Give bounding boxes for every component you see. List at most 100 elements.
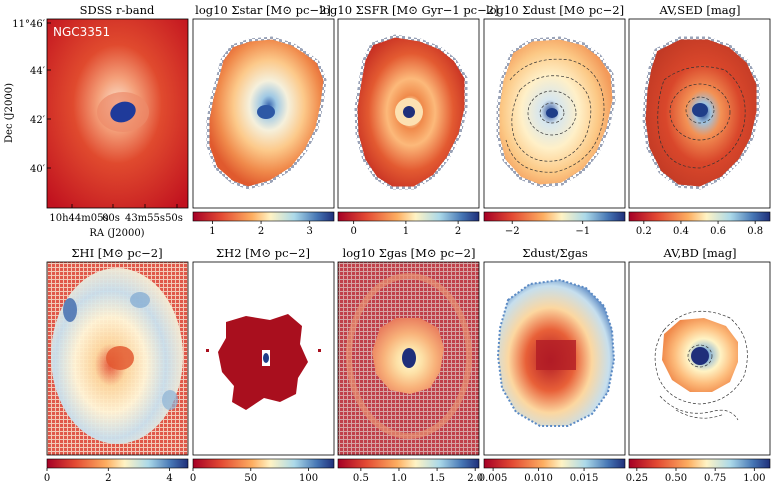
colorbar-ticks: 0 1 2 bbox=[350, 221, 461, 237]
colorbar-tick-label: 50 bbox=[244, 473, 257, 484]
colorbar-tick-label: 0.25 bbox=[626, 473, 648, 484]
colorbar-ticks: 0.25 0.50 0.75 1.00 bbox=[626, 468, 765, 484]
panel-title-sfr: log10 ΣSFR [M⊙ Gyr−1 pc−2] bbox=[319, 3, 498, 17]
colorbar-av-bd bbox=[628, 458, 771, 469]
colorbar-ticks: 0 2 4 bbox=[44, 468, 173, 484]
galaxy-label: NGC3351 bbox=[53, 25, 110, 39]
h2-pixel bbox=[206, 349, 209, 352]
panel-dust-to-gas: Σdust/Σgas 0.005 0.010 0.015 bbox=[479, 246, 626, 484]
hi-blob bbox=[162, 390, 178, 410]
colorbar-tick-label: 0.010 bbox=[524, 473, 553, 484]
sdss-frame bbox=[46, 18, 189, 209]
colorbar-tick-label: 1 bbox=[403, 226, 409, 237]
panel-frame bbox=[46, 261, 189, 456]
panel-title-av-sed: AV,SED [mag] bbox=[659, 3, 741, 17]
av-bd-contours bbox=[654, 310, 748, 421]
colorbar-tick-label: 0.75 bbox=[704, 473, 726, 484]
colorbar-tick-label: 2 bbox=[258, 226, 264, 237]
colorbar-tick-label: 2.0 bbox=[467, 473, 483, 484]
colorbar-tick-label: −1 bbox=[575, 226, 590, 237]
colorbar-tick-label: 1.00 bbox=[743, 473, 765, 484]
colorbar-dust-to-gas bbox=[483, 458, 626, 469]
colorbar-ticks: 0.005 0.010 0.015 bbox=[479, 468, 599, 484]
dust-contours bbox=[505, 58, 605, 173]
colorbar-tick-label: 0.4 bbox=[673, 226, 689, 237]
colorbar-tick-label: 1.5 bbox=[429, 473, 445, 484]
panel-hi: ΣHI [M⊙ pc−2] 0 2 4 bbox=[44, 246, 189, 484]
dec-tick-label: 11°46′ bbox=[12, 19, 45, 30]
colorbar-tick-label: 0.8 bbox=[747, 226, 763, 237]
ra-tick-label: 00s bbox=[102, 213, 120, 224]
colorbar-ticks: 1 2 3 bbox=[209, 221, 313, 237]
ra-tick-label: 10h44m05s bbox=[49, 213, 108, 224]
av-bd-core bbox=[691, 347, 709, 365]
colorbar-ticks: 0.2 0.4 0.6 0.8 bbox=[636, 221, 763, 237]
ra-ticks: 10h44m05s 00s 43m55s 50s bbox=[49, 204, 183, 224]
hi-center bbox=[106, 346, 134, 370]
colorbar-tick-label: 0 bbox=[44, 473, 50, 484]
colorbar-hi bbox=[46, 458, 189, 469]
panel-title-h2: ΣH2 [M⊙ pc−2] bbox=[216, 246, 310, 260]
h2-core bbox=[263, 353, 269, 363]
sdss-bulge-core bbox=[110, 101, 136, 123]
colorbar-tick-label: 0.5 bbox=[353, 473, 369, 484]
dust-core bbox=[546, 108, 558, 118]
ra-tick-label: 50s bbox=[165, 213, 183, 224]
colorbar-tick-label: 0 bbox=[350, 226, 356, 237]
colorbar-tick-label: 0.005 bbox=[479, 473, 508, 484]
av-sed-contours bbox=[657, 66, 746, 169]
panel-stellar-mass: log10 Σstar [M⊙ pc−2] 1 2 3 bbox=[192, 3, 335, 237]
colorbar-tick-label: 0.2 bbox=[636, 226, 652, 237]
colorbar-tick-label: 3 bbox=[307, 226, 313, 237]
panel-title-sdss: SDSS r-band bbox=[80, 3, 155, 17]
colorbar-tick-label: 0.015 bbox=[570, 473, 599, 484]
panel-sfr: log10 ΣSFR [M⊙ Gyr−1 pc−2] 0 1 2 bbox=[319, 3, 498, 237]
panel-title-stellar-mass: log10 Σstar [M⊙ pc−2] bbox=[195, 3, 331, 17]
colorbar-tick-label: 4 bbox=[166, 473, 172, 484]
panel-frame bbox=[483, 261, 626, 456]
panel-av-sed: AV,SED [mag] 0.2 0.4 0.6 0.8 bbox=[628, 3, 771, 237]
dec-tick-label: 42′ bbox=[30, 115, 46, 126]
panel-av-bd: AV,BD [mag] 0.25 0.50 0.75 1.00 bbox=[626, 246, 771, 484]
panel-frame bbox=[192, 261, 335, 456]
panel-frame bbox=[192, 18, 335, 209]
panel-title-hi: ΣHI [M⊙ pc−2] bbox=[71, 246, 162, 260]
hi-blob bbox=[130, 292, 150, 308]
gas-core bbox=[402, 348, 416, 368]
panel-h2: ΣH2 [M⊙ pc−2] 0 50 100 bbox=[190, 246, 335, 484]
colorbar-tick-label: 100 bbox=[299, 473, 318, 484]
sfr-core bbox=[403, 106, 415, 118]
colorbar-sfr bbox=[337, 211, 480, 222]
colorbar-ticks: 0 50 100 bbox=[190, 468, 318, 484]
colorbar-ticks: 0.5 1.0 1.5 2.0 bbox=[353, 468, 483, 484]
colorbar-tick-label: 2 bbox=[105, 473, 111, 484]
panel-dust: log10 Σdust [M⊙ pc−2] −2 −1 bbox=[483, 3, 626, 237]
h2-pixel bbox=[318, 349, 321, 352]
colorbar-tick-label: 0.50 bbox=[665, 473, 687, 484]
hi-blob bbox=[63, 298, 77, 322]
panel-frame bbox=[483, 18, 626, 209]
stellar-mass-core bbox=[257, 105, 275, 119]
panel-frame bbox=[337, 18, 480, 209]
colorbar-tick-label: 0.6 bbox=[710, 226, 726, 237]
panel-frame bbox=[337, 261, 480, 456]
colorbar-tick-label: 1 bbox=[209, 226, 215, 237]
colorbar-gas bbox=[337, 458, 480, 469]
panel-sdss: SDSS r-band NGC3351 11°46′ 44′ 42′ 40′ D… bbox=[4, 3, 189, 239]
panel-frame bbox=[628, 261, 771, 456]
dec-tick-label: 44′ bbox=[30, 66, 46, 77]
panel-title-av-bd: AV,BD [mag] bbox=[662, 246, 736, 260]
ra-tick-label: 43m55s bbox=[125, 213, 165, 224]
colorbar-tick-label: 1.0 bbox=[391, 473, 407, 484]
colorbar-dust bbox=[483, 211, 626, 222]
colorbar-tick-label: 0 bbox=[190, 473, 196, 484]
panel-title-dust: log10 Σdust [M⊙ pc−2] bbox=[486, 3, 624, 17]
dust-to-gas-center bbox=[536, 340, 576, 370]
colorbar-av-sed bbox=[628, 211, 771, 222]
dec-ticks: 11°46′ 44′ 42′ 40′ bbox=[12, 19, 51, 175]
dec-axis-label: Dec (J2000) bbox=[4, 83, 15, 143]
colorbar-tick-label: −2 bbox=[505, 226, 520, 237]
colorbar-ticks: −2 −1 bbox=[505, 221, 590, 237]
panel-frame bbox=[628, 18, 771, 209]
